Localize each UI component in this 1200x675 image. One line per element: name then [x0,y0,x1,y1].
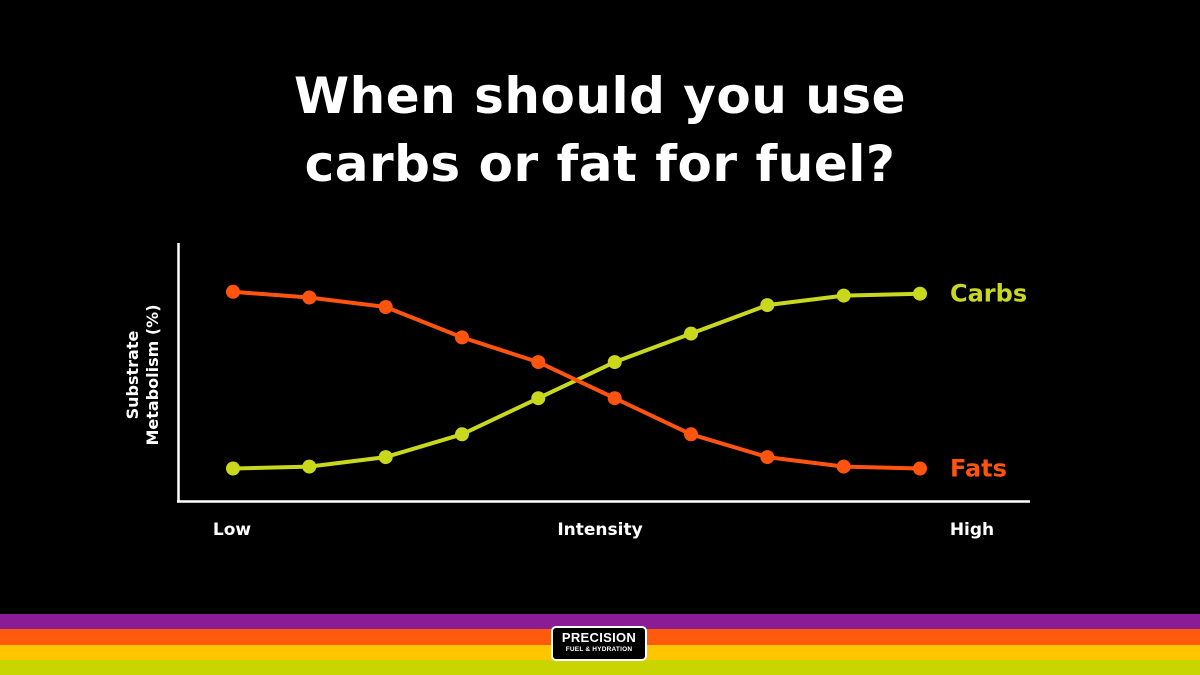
carbs-point [913,286,927,301]
title-line-1: When should you use [293,67,906,125]
carbs-point [607,355,622,370]
carbs-point [836,288,851,303]
carbs-point [378,450,393,465]
fats-point [607,391,622,406]
y-axis-label-line-2: Metabolism (%) [143,304,162,445]
carbs-point [302,459,317,474]
fats-series: Fats [226,284,1007,483]
carbs-point [226,461,240,476]
fats-point [836,459,851,474]
title-line-2: carbs or fat for fuel? [304,135,896,193]
logo-line-2: FUEL & HYDRATION [565,646,633,653]
footer-stripe [0,614,1200,630]
x-tick-label-low: Low [213,520,252,540]
y-axis-label-line-1: Substrate [123,330,142,419]
carbs-point [684,326,698,341]
fats-point [760,450,775,465]
series-layer: Carbs Fats [226,280,1027,483]
carbs-point [455,427,469,442]
brand-logo: PRECISION FUEL & HYDRATION [551,626,647,661]
carbs-series: Carbs [226,280,1027,476]
fats-line [232,289,921,471]
fats-point [531,355,546,370]
fats-point [302,290,317,305]
footer-stripe [0,659,1200,675]
x-axis-label: Intensity [557,520,642,540]
carbs-point [760,298,775,313]
fats-point [226,284,240,299]
fats-point [378,300,393,314]
chart-axes [177,243,1030,503]
fats-point [913,461,927,476]
carbs-legend-label: Carbs [950,280,1027,308]
substrate-chart: Substrate Metabolism (%) Low Intensity H… [123,243,1030,540]
fats-legend-label: Fats [950,455,1007,483]
page-title: When should you use carbs or fat for fue… [0,62,1200,198]
fats-point [684,427,698,442]
x-tick-label-high: High [950,520,994,540]
logo-line-1: PRECISION [561,630,637,645]
fats-point [455,330,469,345]
carbs-point [531,391,546,406]
